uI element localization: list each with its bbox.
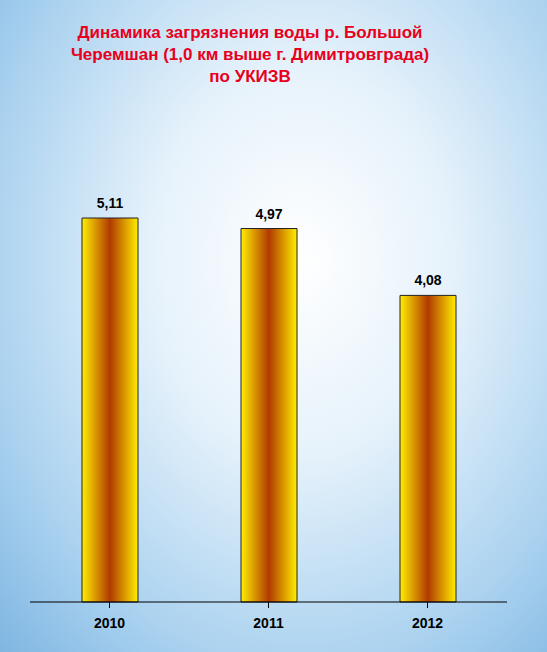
svg-text:2010: 2010 — [94, 615, 125, 631]
svg-text:5,11: 5,11 — [97, 195, 124, 211]
svg-text:4,97: 4,97 — [255, 206, 282, 222]
svg-text:2012: 2012 — [412, 615, 443, 631]
svg-text:4,08: 4,08 — [414, 272, 441, 288]
html-text:Динамика загрязнения воды р. Б: Динамика загрязнения воды р. Большой Чер… — [70, 23, 430, 86]
svg-text:2011: 2011 — [253, 615, 284, 631]
